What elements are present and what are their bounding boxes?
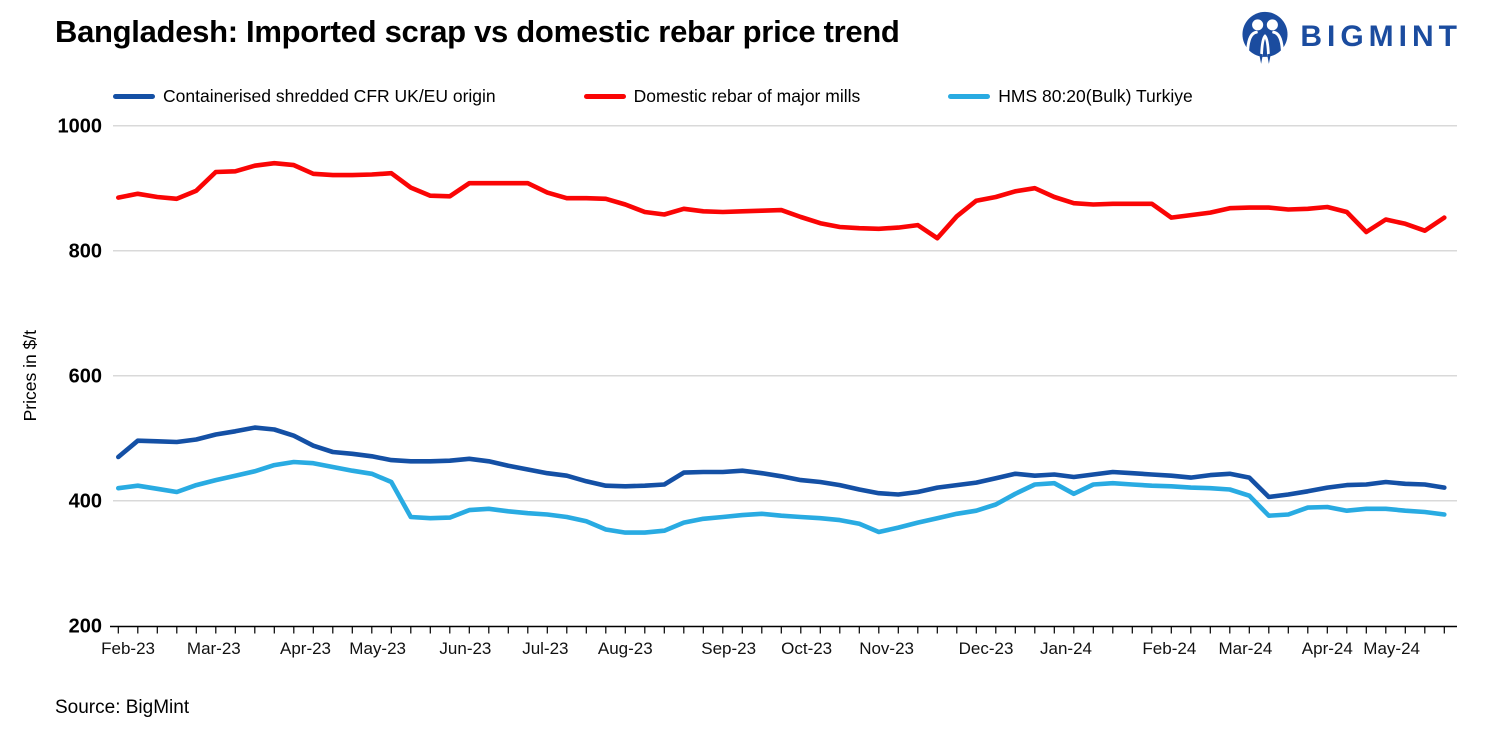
- x-tick-label: Mar-23: [187, 639, 241, 658]
- y-tick-label: 600: [69, 366, 102, 388]
- chart-legend: Containerised shredded CFR UK/EU origin …: [113, 86, 1193, 107]
- bigmint-logo-icon: [1242, 11, 1288, 64]
- x-tick-label: Dec-23: [959, 639, 1014, 658]
- x-tick-label: Apr-23: [280, 639, 331, 658]
- x-tick-label: May-24: [1363, 639, 1420, 658]
- legend-item-hms: HMS 80:20(Bulk) Turkiye: [948, 86, 1193, 107]
- bigmint-logo: BIGMINT: [1239, 8, 1462, 66]
- legend-item-shredded: Containerised shredded CFR UK/EU origin: [113, 86, 496, 107]
- legend-label-hms: HMS 80:20(Bulk) Turkiye: [998, 86, 1193, 106]
- legend-swatch-light-blue: [948, 94, 991, 99]
- y-tick-label: 200: [69, 616, 102, 638]
- y-axis-title: Prices in $/t: [20, 330, 40, 422]
- source-note: Source: BigMint: [55, 697, 190, 718]
- x-tick-label: Jun-23: [439, 639, 491, 658]
- page-title: Bangladesh: Imported scrap vs domestic r…: [55, 14, 900, 49]
- legend-label-rebar: Domestic rebar of major mills: [633, 86, 861, 106]
- x-tick-label: Feb-23: [101, 639, 155, 658]
- legend-label-shredded: Containerised shredded CFR UK/EU origin: [163, 86, 496, 106]
- y-tick-label: 800: [69, 241, 102, 263]
- legend-swatch-red: [583, 94, 626, 99]
- x-tick-label: Jul-23: [522, 639, 568, 658]
- x-tick-label: Jan-24: [1040, 639, 1092, 658]
- legend-item-rebar: Domestic rebar of major mills: [583, 86, 861, 107]
- y-tick-label: 400: [69, 491, 102, 513]
- y-tick-label: 1000: [58, 116, 103, 138]
- x-tick-label: Sep-23: [701, 639, 756, 658]
- legend-swatch-dark-blue: [113, 94, 155, 99]
- x-tick-label: Feb-24: [1142, 639, 1196, 658]
- x-tick-label: Aug-23: [598, 639, 653, 658]
- bigmint-logo-text: BIGMINT: [1300, 20, 1462, 53]
- x-tick-label: Oct-23: [781, 639, 832, 658]
- series-line-containerised-shredded-cfr-uk-eu-origin: [116, 425, 1447, 500]
- series-line-domestic-rebar-of-major-mills: [116, 160, 1447, 241]
- x-tick-label: May-23: [349, 639, 406, 658]
- series-line-hms-80-20-bulk-turkiye: [116, 459, 1447, 535]
- x-tick-label: Nov-23: [859, 639, 914, 658]
- x-tick-label: Apr-24: [1302, 639, 1353, 658]
- x-tick-label: Mar-24: [1218, 639, 1272, 658]
